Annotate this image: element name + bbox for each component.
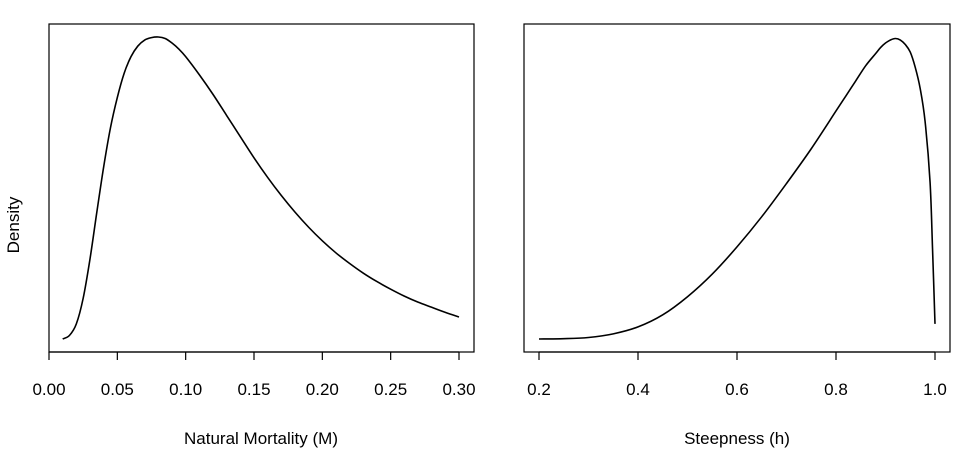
x-tick-label: 0.30 [442,380,475,399]
x-tick-label: 1.0 [923,380,947,399]
plot-frame-2 [523,23,951,353]
x-tick-label: 0.00 [32,380,65,399]
x-axis-label-1: Natural Mortality (M) [184,429,338,448]
x-tick-label: 0.20 [306,380,339,399]
x-tick-label: 0.6 [725,380,749,399]
x-ticks-2: 0.2 0.4 0.6 0.8 1.0 [527,352,947,399]
panel-steepness: 0.2 0.4 0.6 0.8 1.0 Steepness (h) [523,23,951,448]
y-axis-label: Density [4,196,23,253]
panel-natural-mortality: 0.00 0.05 0.10 0.15 0.20 0.25 0.30 Natural Mor… [32,23,476,448]
x-axis-label-2: Steepness (h) [684,429,790,448]
plot-frame-1 [48,23,475,353]
x-ticks-1: 0.00 0.05 0.10 0.15 0.20 0.25 0.30 [32,352,476,399]
density-curve-natural-mortality [62,36,460,340]
x-tick-label: 0.10 [169,380,202,399]
x-tick-label: 0.25 [374,380,407,399]
x-tick-label: 0.15 [237,380,270,399]
x-tick-label: 0.05 [101,380,134,399]
x-tick-label: 0.2 [527,380,551,399]
density-curve-steepness [538,37,936,340]
x-tick-label: 0.8 [824,380,848,399]
x-tick-label: 0.4 [626,380,650,399]
